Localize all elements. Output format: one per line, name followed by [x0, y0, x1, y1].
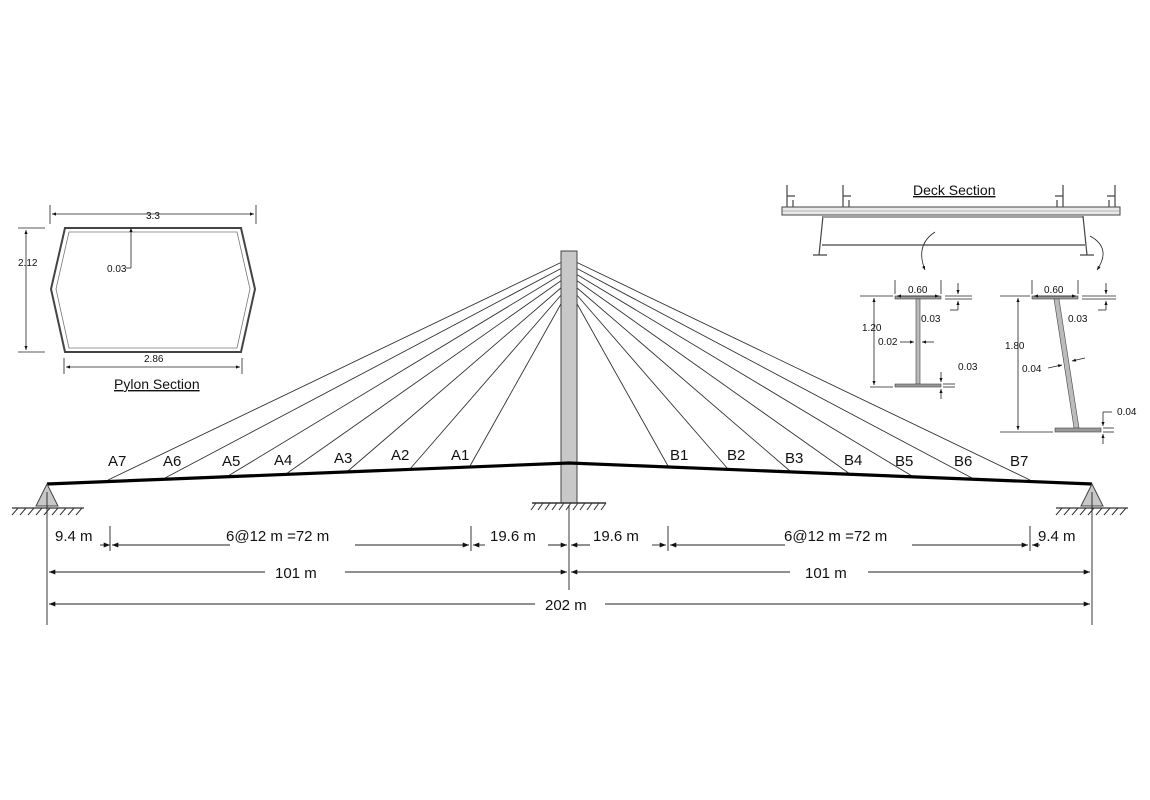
pylon-section: 3.3 2.12 0.03 2.86 Pylon Section: [18, 205, 257, 392]
girder-inner-web-thickness: 0.02: [878, 337, 898, 348]
cable-b5: [575, 273, 913, 477]
cable-label-a6: A6: [163, 453, 181, 470]
girder-inner-flange-width: 0.60: [908, 285, 928, 296]
girder-outer-web-thickness: 0.04: [1022, 364, 1042, 375]
girder-outer-bottom-flange-thickness: 0.04: [1117, 407, 1137, 418]
girder-outer: 0.60 0.03 1.80 0.04 0.04: [1000, 280, 1137, 444]
cable-a4: [285, 279, 563, 475]
dim-half-span-left: 101 m: [275, 565, 317, 582]
dim-end-span-right: 9.4 m: [1038, 528, 1076, 545]
girder-outer-flange-width: 0.60: [1044, 285, 1064, 296]
deck-section: Deck Section: [781, 182, 1121, 271]
cable-b2: [575, 293, 729, 470]
pylon-thickness: 0.03: [107, 264, 127, 275]
cable-label-a1: A1: [451, 447, 469, 464]
dim-pylon-gap-left: 19.6 m: [490, 528, 536, 545]
girder-inner-bottom-flange-thickness: 0.03: [958, 362, 978, 373]
pylon-height: 2.12: [18, 258, 38, 269]
girder-outer-height: 1.80: [1005, 341, 1025, 352]
dim-cable-spacing-left: 6@12 m =72 m: [226, 528, 329, 545]
cable-label-a4: A4: [274, 452, 292, 469]
cable-b7: [575, 261, 1031, 481]
pylon: [560, 250, 578, 504]
cable-label-b4: B4: [844, 452, 862, 469]
cable-a1: [469, 301, 563, 467]
dim-total-span: 202 m: [545, 597, 587, 614]
cable-label-a7: A7: [108, 453, 126, 470]
left-support: [11, 482, 84, 516]
cable-b3: [575, 286, 791, 472]
cable-a5: [227, 273, 563, 477]
dimension-labels: 9.4 m 6@12 m =72 m 19.6 m 19.6 m 6@12 m …: [55, 528, 1076, 614]
cable-label-b5: B5: [895, 453, 913, 470]
cable-label-b6: B6: [954, 453, 972, 470]
deck: [46, 461, 1093, 486]
cable-a7: [107, 261, 563, 481]
dim-end-span-left: 9.4 m: [55, 528, 93, 545]
dim-cable-spacing-right: 6@12 m =72 m: [784, 528, 887, 545]
cables: [107, 261, 1031, 481]
girder-inner-height: 1.20: [862, 323, 882, 334]
girder-inner: 0.60 0.03 1.20 0.02 0.03: [860, 280, 978, 399]
cable-b1: [575, 301, 669, 467]
cable-b4: [575, 279, 851, 475]
cable-a2: [409, 293, 563, 470]
deck-section-title: Deck Section: [913, 182, 995, 198]
pylon-section-title: Pylon Section: [114, 376, 200, 392]
cable-label-b7: B7: [1010, 453, 1028, 470]
pylon-bottom-width: 2.86: [144, 354, 164, 365]
cable-label-b1: B1: [670, 447, 688, 464]
cable-label-a2: A2: [391, 447, 409, 464]
cable-labels: A7 A6 A5 A4 A3 A2 A1 B1 B2 B3 B4 B5 B6 B…: [108, 447, 1028, 470]
girder-inner-flange-thickness: 0.03: [921, 314, 941, 325]
dim-half-span-right: 101 m: [805, 565, 847, 582]
girder-outer-flange-thickness: 0.03: [1068, 314, 1088, 325]
cable-label-a5: A5: [222, 453, 240, 470]
pylon-top-width: 3.3: [146, 211, 160, 222]
cable-b6: [575, 267, 973, 479]
cable-label-b3: B3: [785, 450, 803, 467]
pylon-ground: [530, 502, 607, 511]
cable-label-a3: A3: [334, 450, 352, 467]
cable-label-b2: B2: [727, 447, 745, 464]
dimension-lines: [46, 492, 1093, 625]
cable-a6: [164, 267, 563, 479]
cable-a3: [347, 286, 563, 472]
dim-pylon-gap-right: 19.6 m: [593, 528, 639, 545]
